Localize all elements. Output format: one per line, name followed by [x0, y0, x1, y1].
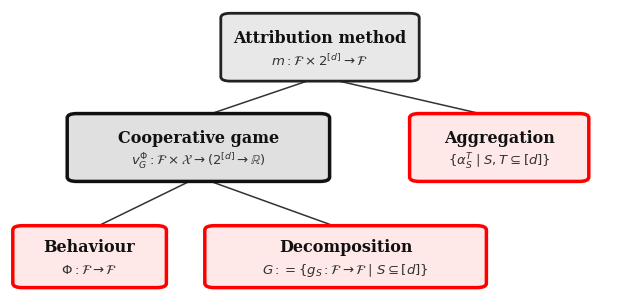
FancyBboxPatch shape [221, 13, 419, 81]
FancyBboxPatch shape [13, 226, 166, 288]
Text: $G := \{g_S : \mathcal{F} \rightarrow \mathcal{F} \mid S \subseteq [d]\}$: $G := \{g_S : \mathcal{F} \rightarrow \m… [262, 262, 429, 279]
Text: Decomposition: Decomposition [279, 239, 412, 256]
Text: Behaviour: Behaviour [44, 239, 136, 256]
Text: $\Phi : \mathcal{F} \rightarrow \mathcal{F}$: $\Phi : \mathcal{F} \rightarrow \mathcal… [61, 264, 118, 277]
FancyBboxPatch shape [410, 114, 589, 181]
FancyBboxPatch shape [205, 226, 486, 288]
Text: $m : \mathcal{F} \times 2^{[d]} \rightarrow \mathcal{F}$: $m : \mathcal{F} \times 2^{[d]} \rightar… [271, 53, 369, 69]
Text: Attribution method: Attribution method [234, 30, 406, 47]
Text: Cooperative game: Cooperative game [118, 130, 279, 147]
Text: $v_G^{\Phi} : \mathcal{F} \times \mathcal{X} \rightarrow (2^{[d]} \rightarrow \m: $v_G^{\Phi} : \mathcal{F} \times \mathca… [131, 152, 266, 171]
Text: $\{\alpha_S^T \mid S, T \subseteq [d]\}$: $\{\alpha_S^T \mid S, T \subseteq [d]\}$ [448, 152, 550, 172]
FancyBboxPatch shape [67, 114, 330, 181]
Text: Aggregation: Aggregation [444, 130, 555, 147]
